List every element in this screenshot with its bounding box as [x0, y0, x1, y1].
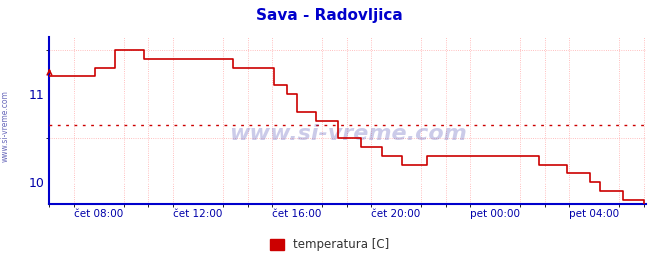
Text: www.si-vreme.com: www.si-vreme.com — [229, 124, 467, 144]
Text: Sava - Radovljica: Sava - Radovljica — [256, 8, 403, 23]
Text: www.si-vreme.com: www.si-vreme.com — [1, 90, 10, 162]
Legend: temperatura [C]: temperatura [C] — [265, 234, 394, 256]
